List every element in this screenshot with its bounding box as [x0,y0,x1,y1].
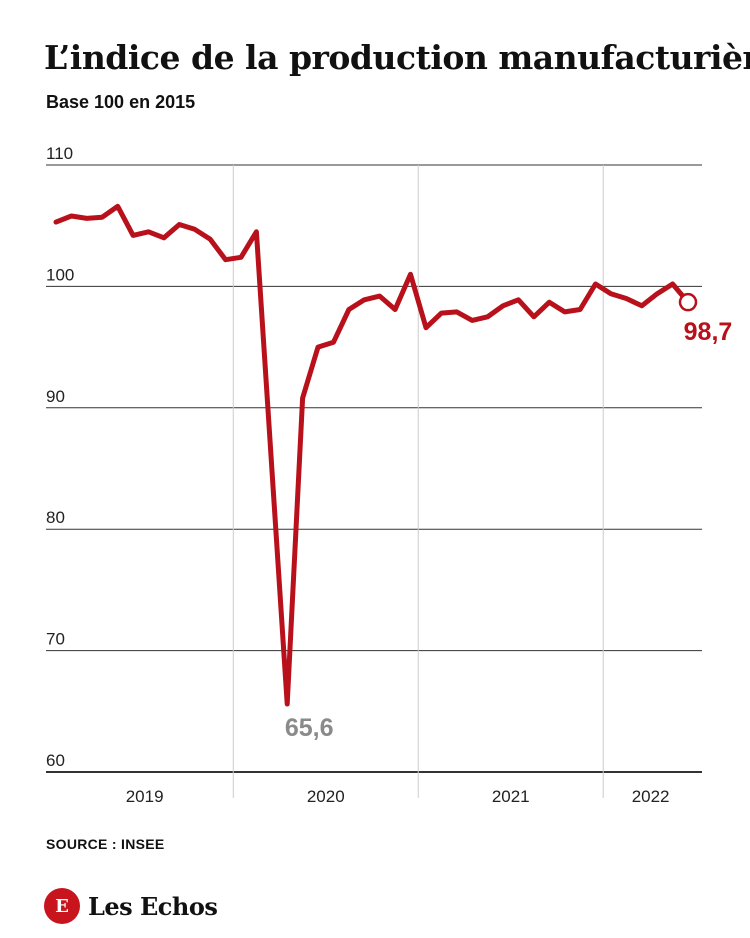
y-tick-labels: 110 100 90 80 70 60 [46,144,74,770]
y-tick-label: 80 [46,508,65,527]
les-echos-logo: E Les Echos [44,888,218,924]
series-layer [53,203,691,707]
chart-subtitle: Base 100 en 2015 [46,92,196,112]
x-year-label: 2019 [126,787,164,806]
x-year-label: 2021 [492,787,530,806]
logo-mark-icon: E [44,888,80,924]
logo-text: Les Echos [88,891,218,921]
x-year-label: 2020 [307,787,345,806]
annotations: 65,6 98,7 [285,292,733,742]
y-tick-label: 110 [46,144,73,163]
chart-title: L’indice de la production manufacturière [44,38,750,77]
last-value-label: 98,7 [684,318,733,346]
year-separators [232,165,604,798]
x-year-labels: 2019 2020 2021 2022 [126,787,670,806]
y-tick-label: 60 [46,751,65,770]
y-tick-label: 100 [46,265,74,284]
x-year-label: 2022 [632,787,670,806]
min-value-label: 65,6 [285,714,334,742]
y-tick-label: 90 [46,387,65,406]
series-line [53,203,691,707]
logo-mark-letter: E [55,895,69,917]
source-note: SOURCE : INSEE [46,836,165,852]
last-value-marker [678,292,698,312]
y-tick-label: 70 [46,630,65,649]
